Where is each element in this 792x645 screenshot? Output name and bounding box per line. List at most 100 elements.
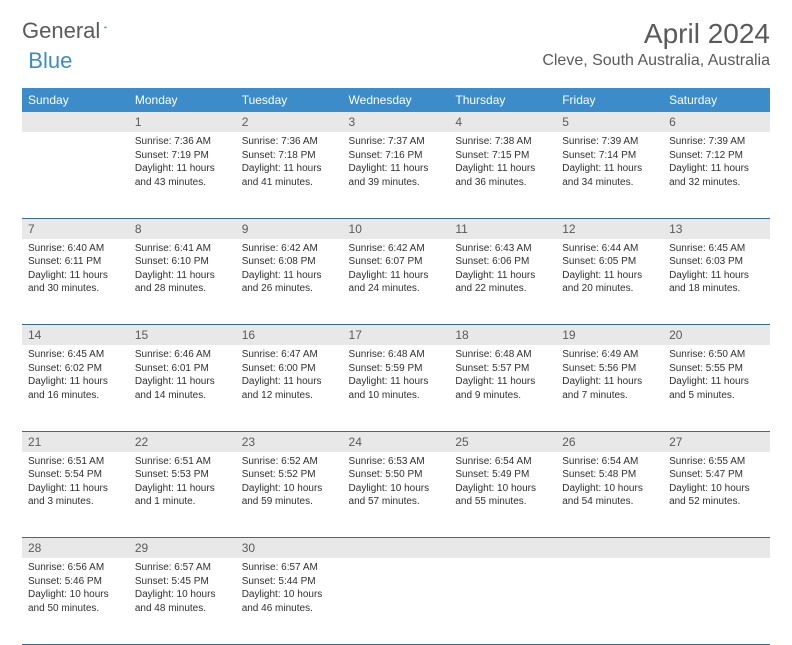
daylight-line: Daylight: 11 hours and 10 minutes.	[349, 375, 444, 402]
daylight-line: Daylight: 11 hours and 3 minutes.	[28, 482, 123, 509]
sunrise-line: Sunrise: 6:51 AM	[28, 455, 123, 469]
weekday-header-row: Sunday Monday Tuesday Wednesday Thursday…	[22, 88, 770, 112]
day-cell: Sunrise: 6:46 AMSunset: 6:01 PMDaylight:…	[129, 345, 236, 431]
sunset-line: Sunset: 5:47 PM	[669, 468, 764, 482]
day-content: Sunrise: 6:42 AMSunset: 6:07 PMDaylight:…	[343, 239, 450, 301]
daylight-line: Daylight: 11 hours and 36 minutes.	[455, 162, 550, 189]
daylight-line: Daylight: 11 hours and 14 minutes.	[135, 375, 230, 402]
sunrise-line: Sunrise: 6:45 AM	[669, 242, 764, 256]
day-number-cell	[22, 112, 129, 132]
sunset-line: Sunset: 6:07 PM	[349, 255, 444, 269]
sunrise-line: Sunrise: 6:43 AM	[455, 242, 550, 256]
weekday-header: Monday	[129, 88, 236, 112]
day-content: Sunrise: 6:53 AMSunset: 5:50 PMDaylight:…	[343, 452, 450, 514]
sunrise-line: Sunrise: 6:47 AM	[242, 348, 337, 362]
sunrise-line: Sunrise: 6:54 AM	[455, 455, 550, 469]
sunset-line: Sunset: 7:16 PM	[349, 149, 444, 163]
day-cell: Sunrise: 6:54 AMSunset: 5:48 PMDaylight:…	[556, 452, 663, 538]
sunset-line: Sunset: 6:02 PM	[28, 362, 123, 376]
day-cell: Sunrise: 6:51 AMSunset: 5:53 PMDaylight:…	[129, 452, 236, 538]
day-content: Sunrise: 6:48 AMSunset: 5:59 PMDaylight:…	[343, 345, 450, 407]
day-cell: Sunrise: 6:56 AMSunset: 5:46 PMDaylight:…	[22, 558, 129, 644]
day-cell: Sunrise: 7:38 AMSunset: 7:15 PMDaylight:…	[449, 132, 556, 218]
day-content: Sunrise: 6:54 AMSunset: 5:49 PMDaylight:…	[449, 452, 556, 514]
daylight-line: Daylight: 11 hours and 7 minutes.	[562, 375, 657, 402]
sunrise-line: Sunrise: 6:50 AM	[669, 348, 764, 362]
sunrise-line: Sunrise: 7:39 AM	[669, 135, 764, 149]
day-number-cell: 5	[556, 112, 663, 132]
day-number-cell: 24	[343, 431, 450, 452]
day-content: Sunrise: 6:42 AMSunset: 6:08 PMDaylight:…	[236, 239, 343, 301]
day-content: Sunrise: 6:51 AMSunset: 5:53 PMDaylight:…	[129, 452, 236, 514]
daylight-line: Daylight: 11 hours and 32 minutes.	[669, 162, 764, 189]
weekday-header: Saturday	[663, 88, 770, 112]
day-cell: Sunrise: 6:50 AMSunset: 5:55 PMDaylight:…	[663, 345, 770, 431]
day-cell: Sunrise: 6:44 AMSunset: 6:05 PMDaylight:…	[556, 239, 663, 325]
day-cell	[449, 558, 556, 644]
sunset-line: Sunset: 5:52 PM	[242, 468, 337, 482]
sunset-line: Sunset: 5:49 PM	[455, 468, 550, 482]
sunrise-line: Sunrise: 6:44 AM	[562, 242, 657, 256]
sunset-line: Sunset: 5:57 PM	[455, 362, 550, 376]
week-row: Sunrise: 6:56 AMSunset: 5:46 PMDaylight:…	[22, 558, 770, 644]
day-cell: Sunrise: 7:36 AMSunset: 7:19 PMDaylight:…	[129, 132, 236, 218]
sunrise-line: Sunrise: 6:54 AM	[562, 455, 657, 469]
sunset-line: Sunset: 5:46 PM	[28, 575, 123, 589]
day-cell: Sunrise: 6:54 AMSunset: 5:49 PMDaylight:…	[449, 452, 556, 538]
day-content: Sunrise: 6:50 AMSunset: 5:55 PMDaylight:…	[663, 345, 770, 407]
daylight-line: Daylight: 11 hours and 5 minutes.	[669, 375, 764, 402]
day-content: Sunrise: 6:55 AMSunset: 5:47 PMDaylight:…	[663, 452, 770, 514]
day-content: Sunrise: 6:43 AMSunset: 6:06 PMDaylight:…	[449, 239, 556, 301]
sunset-line: Sunset: 6:00 PM	[242, 362, 337, 376]
sunrise-line: Sunrise: 6:56 AM	[28, 561, 123, 575]
day-content: Sunrise: 7:39 AMSunset: 7:12 PMDaylight:…	[663, 132, 770, 194]
daylight-line: Daylight: 10 hours and 55 minutes.	[455, 482, 550, 509]
day-cell: Sunrise: 6:48 AMSunset: 5:59 PMDaylight:…	[343, 345, 450, 431]
day-cell: Sunrise: 7:37 AMSunset: 7:16 PMDaylight:…	[343, 132, 450, 218]
day-number-cell: 20	[663, 325, 770, 346]
sunrise-line: Sunrise: 6:46 AM	[135, 348, 230, 362]
week-row: Sunrise: 7:36 AMSunset: 7:19 PMDaylight:…	[22, 132, 770, 218]
sunset-line: Sunset: 5:56 PM	[562, 362, 657, 376]
daylight-line: Daylight: 10 hours and 59 minutes.	[242, 482, 337, 509]
weekday-header: Sunday	[22, 88, 129, 112]
day-content: Sunrise: 6:56 AMSunset: 5:46 PMDaylight:…	[22, 558, 129, 620]
daylight-line: Daylight: 10 hours and 52 minutes.	[669, 482, 764, 509]
day-number-cell: 6	[663, 112, 770, 132]
sunset-line: Sunset: 6:08 PM	[242, 255, 337, 269]
sunset-line: Sunset: 6:06 PM	[455, 255, 550, 269]
sunset-line: Sunset: 6:01 PM	[135, 362, 230, 376]
sunset-line: Sunset: 5:44 PM	[242, 575, 337, 589]
day-number-cell: 17	[343, 325, 450, 346]
sunrise-line: Sunrise: 6:48 AM	[349, 348, 444, 362]
sunrise-line: Sunrise: 6:57 AM	[242, 561, 337, 575]
day-number-cell: 26	[556, 431, 663, 452]
daylight-line: Daylight: 10 hours and 50 minutes.	[28, 588, 123, 615]
day-number-cell: 1	[129, 112, 236, 132]
day-number-cell: 14	[22, 325, 129, 346]
weekday-header: Wednesday	[343, 88, 450, 112]
day-number-row: 78910111213	[22, 218, 770, 239]
day-number-cell: 22	[129, 431, 236, 452]
day-number-cell	[449, 538, 556, 559]
day-content: Sunrise: 6:49 AMSunset: 5:56 PMDaylight:…	[556, 345, 663, 407]
day-number-cell: 7	[22, 218, 129, 239]
day-cell: Sunrise: 6:42 AMSunset: 6:07 PMDaylight:…	[343, 239, 450, 325]
day-cell: Sunrise: 7:39 AMSunset: 7:12 PMDaylight:…	[663, 132, 770, 218]
daylight-line: Daylight: 11 hours and 43 minutes.	[135, 162, 230, 189]
day-content: Sunrise: 6:46 AMSunset: 6:01 PMDaylight:…	[129, 345, 236, 407]
week-row: Sunrise: 6:45 AMSunset: 6:02 PMDaylight:…	[22, 345, 770, 431]
day-content: Sunrise: 7:36 AMSunset: 7:18 PMDaylight:…	[236, 132, 343, 194]
day-content: Sunrise: 7:39 AMSunset: 7:14 PMDaylight:…	[556, 132, 663, 194]
day-number-cell: 18	[449, 325, 556, 346]
day-number-cell: 11	[449, 218, 556, 239]
weekday-header: Thursday	[449, 88, 556, 112]
sunset-line: Sunset: 7:12 PM	[669, 149, 764, 163]
day-cell: Sunrise: 6:55 AMSunset: 5:47 PMDaylight:…	[663, 452, 770, 538]
sunrise-line: Sunrise: 7:38 AM	[455, 135, 550, 149]
day-content: Sunrise: 6:47 AMSunset: 6:00 PMDaylight:…	[236, 345, 343, 407]
title-block: April 2024 Cleve, South Australia, Austr…	[542, 18, 770, 70]
day-cell: Sunrise: 6:42 AMSunset: 6:08 PMDaylight:…	[236, 239, 343, 325]
day-content: Sunrise: 6:52 AMSunset: 5:52 PMDaylight:…	[236, 452, 343, 514]
daylight-line: Daylight: 11 hours and 20 minutes.	[562, 269, 657, 296]
